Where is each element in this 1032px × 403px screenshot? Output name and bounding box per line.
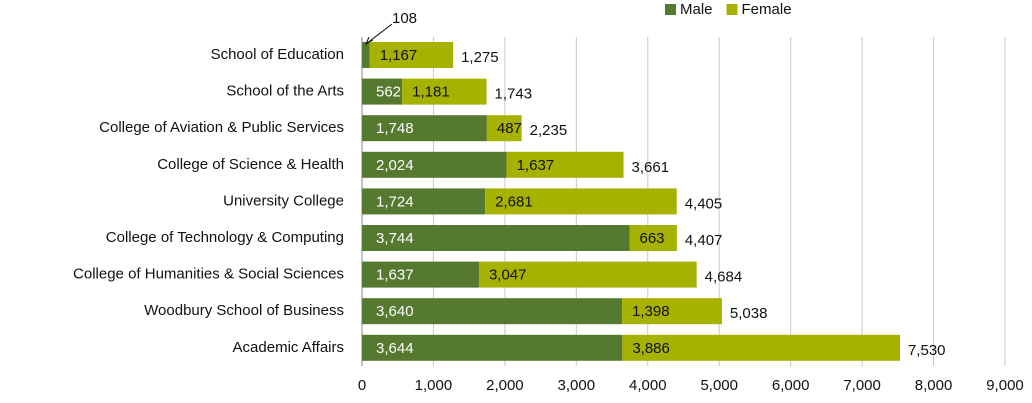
y-tick-label: School of the Arts [226, 83, 344, 100]
bar [486, 115, 522, 142]
x-tick-label: 7,000 [843, 377, 881, 394]
x-tick-label: 0 [358, 377, 366, 394]
y-tick-label: College of Science & Health [157, 156, 344, 173]
bar [362, 334, 623, 361]
y-tick-label: University College [223, 192, 344, 209]
total-label: 2,235 [530, 122, 568, 139]
bar [362, 78, 403, 105]
total-label: 4,407 [685, 232, 723, 249]
data-label: 3,047 [489, 267, 527, 284]
y-tick-label: Academic Affairs [233, 339, 344, 356]
total-label: 1,275 [461, 49, 499, 66]
data-label: 1,167 [380, 47, 418, 64]
total-label: 4,405 [685, 195, 723, 212]
legend-swatch [665, 4, 676, 15]
bar [362, 42, 370, 68]
bar [622, 334, 900, 361]
data-label: 663 [639, 230, 664, 247]
bar [362, 261, 479, 288]
bar [478, 261, 697, 288]
data-label: 2,024 [376, 157, 414, 174]
data-label: 1,637 [376, 267, 414, 284]
data-label: 3,644 [376, 340, 414, 357]
x-tick-label: 8,000 [915, 377, 953, 394]
data-label: 3,744 [376, 230, 414, 247]
annotation-arrowhead [364, 36, 374, 46]
data-label: 487 [497, 120, 522, 137]
total-label: 5,038 [730, 305, 768, 322]
legend-label: Male [680, 1, 713, 18]
x-tick-label: 9,000 [986, 377, 1024, 394]
y-tick-label: College of Humanities & Social Sciences [73, 266, 344, 283]
bar [362, 298, 623, 325]
data-label: 108 [392, 10, 417, 27]
total-label: 4,684 [705, 269, 743, 286]
x-tick-label: 6,000 [772, 377, 810, 394]
bar [362, 151, 507, 178]
annotation-arrow [365, 23, 393, 45]
data-label: 1,398 [632, 303, 670, 320]
bar [362, 115, 487, 142]
x-tick-label: 2,000 [486, 377, 524, 394]
bar [622, 298, 722, 325]
data-label: 1,748 [376, 120, 414, 137]
x-tick-label: 4,000 [629, 377, 667, 394]
y-tick-label: College of Technology & Computing [106, 229, 344, 246]
y-tick-label: Woodbury School of Business [144, 302, 344, 319]
bar [629, 225, 677, 251]
bar [402, 78, 487, 105]
bar [369, 42, 454, 68]
legend-swatch [726, 4, 738, 15]
bar [506, 151, 624, 178]
x-tick-label: 3,000 [558, 377, 596, 394]
data-label: 3,640 [376, 303, 414, 320]
y-tick-label: School of Education [211, 46, 344, 63]
x-tick-label: 5,000 [700, 377, 738, 394]
y-tick-label: College of Aviation & Public Services [99, 119, 344, 136]
bar [362, 188, 486, 215]
total-label: 7,530 [908, 342, 946, 359]
data-label: 1,181 [412, 84, 450, 101]
legend-label: Female [742, 1, 792, 18]
bar [485, 188, 677, 215]
data-label: 1,724 [376, 193, 414, 210]
data-label: 1,637 [517, 157, 555, 174]
total-label: 1,743 [495, 86, 533, 103]
data-label: 3,886 [632, 340, 670, 357]
data-label: 2,681 [495, 193, 533, 210]
x-tick-label: 1,000 [415, 377, 453, 394]
total-label: 3,661 [632, 159, 670, 176]
bar [362, 225, 630, 251]
data-label: 562 [376, 84, 401, 101]
